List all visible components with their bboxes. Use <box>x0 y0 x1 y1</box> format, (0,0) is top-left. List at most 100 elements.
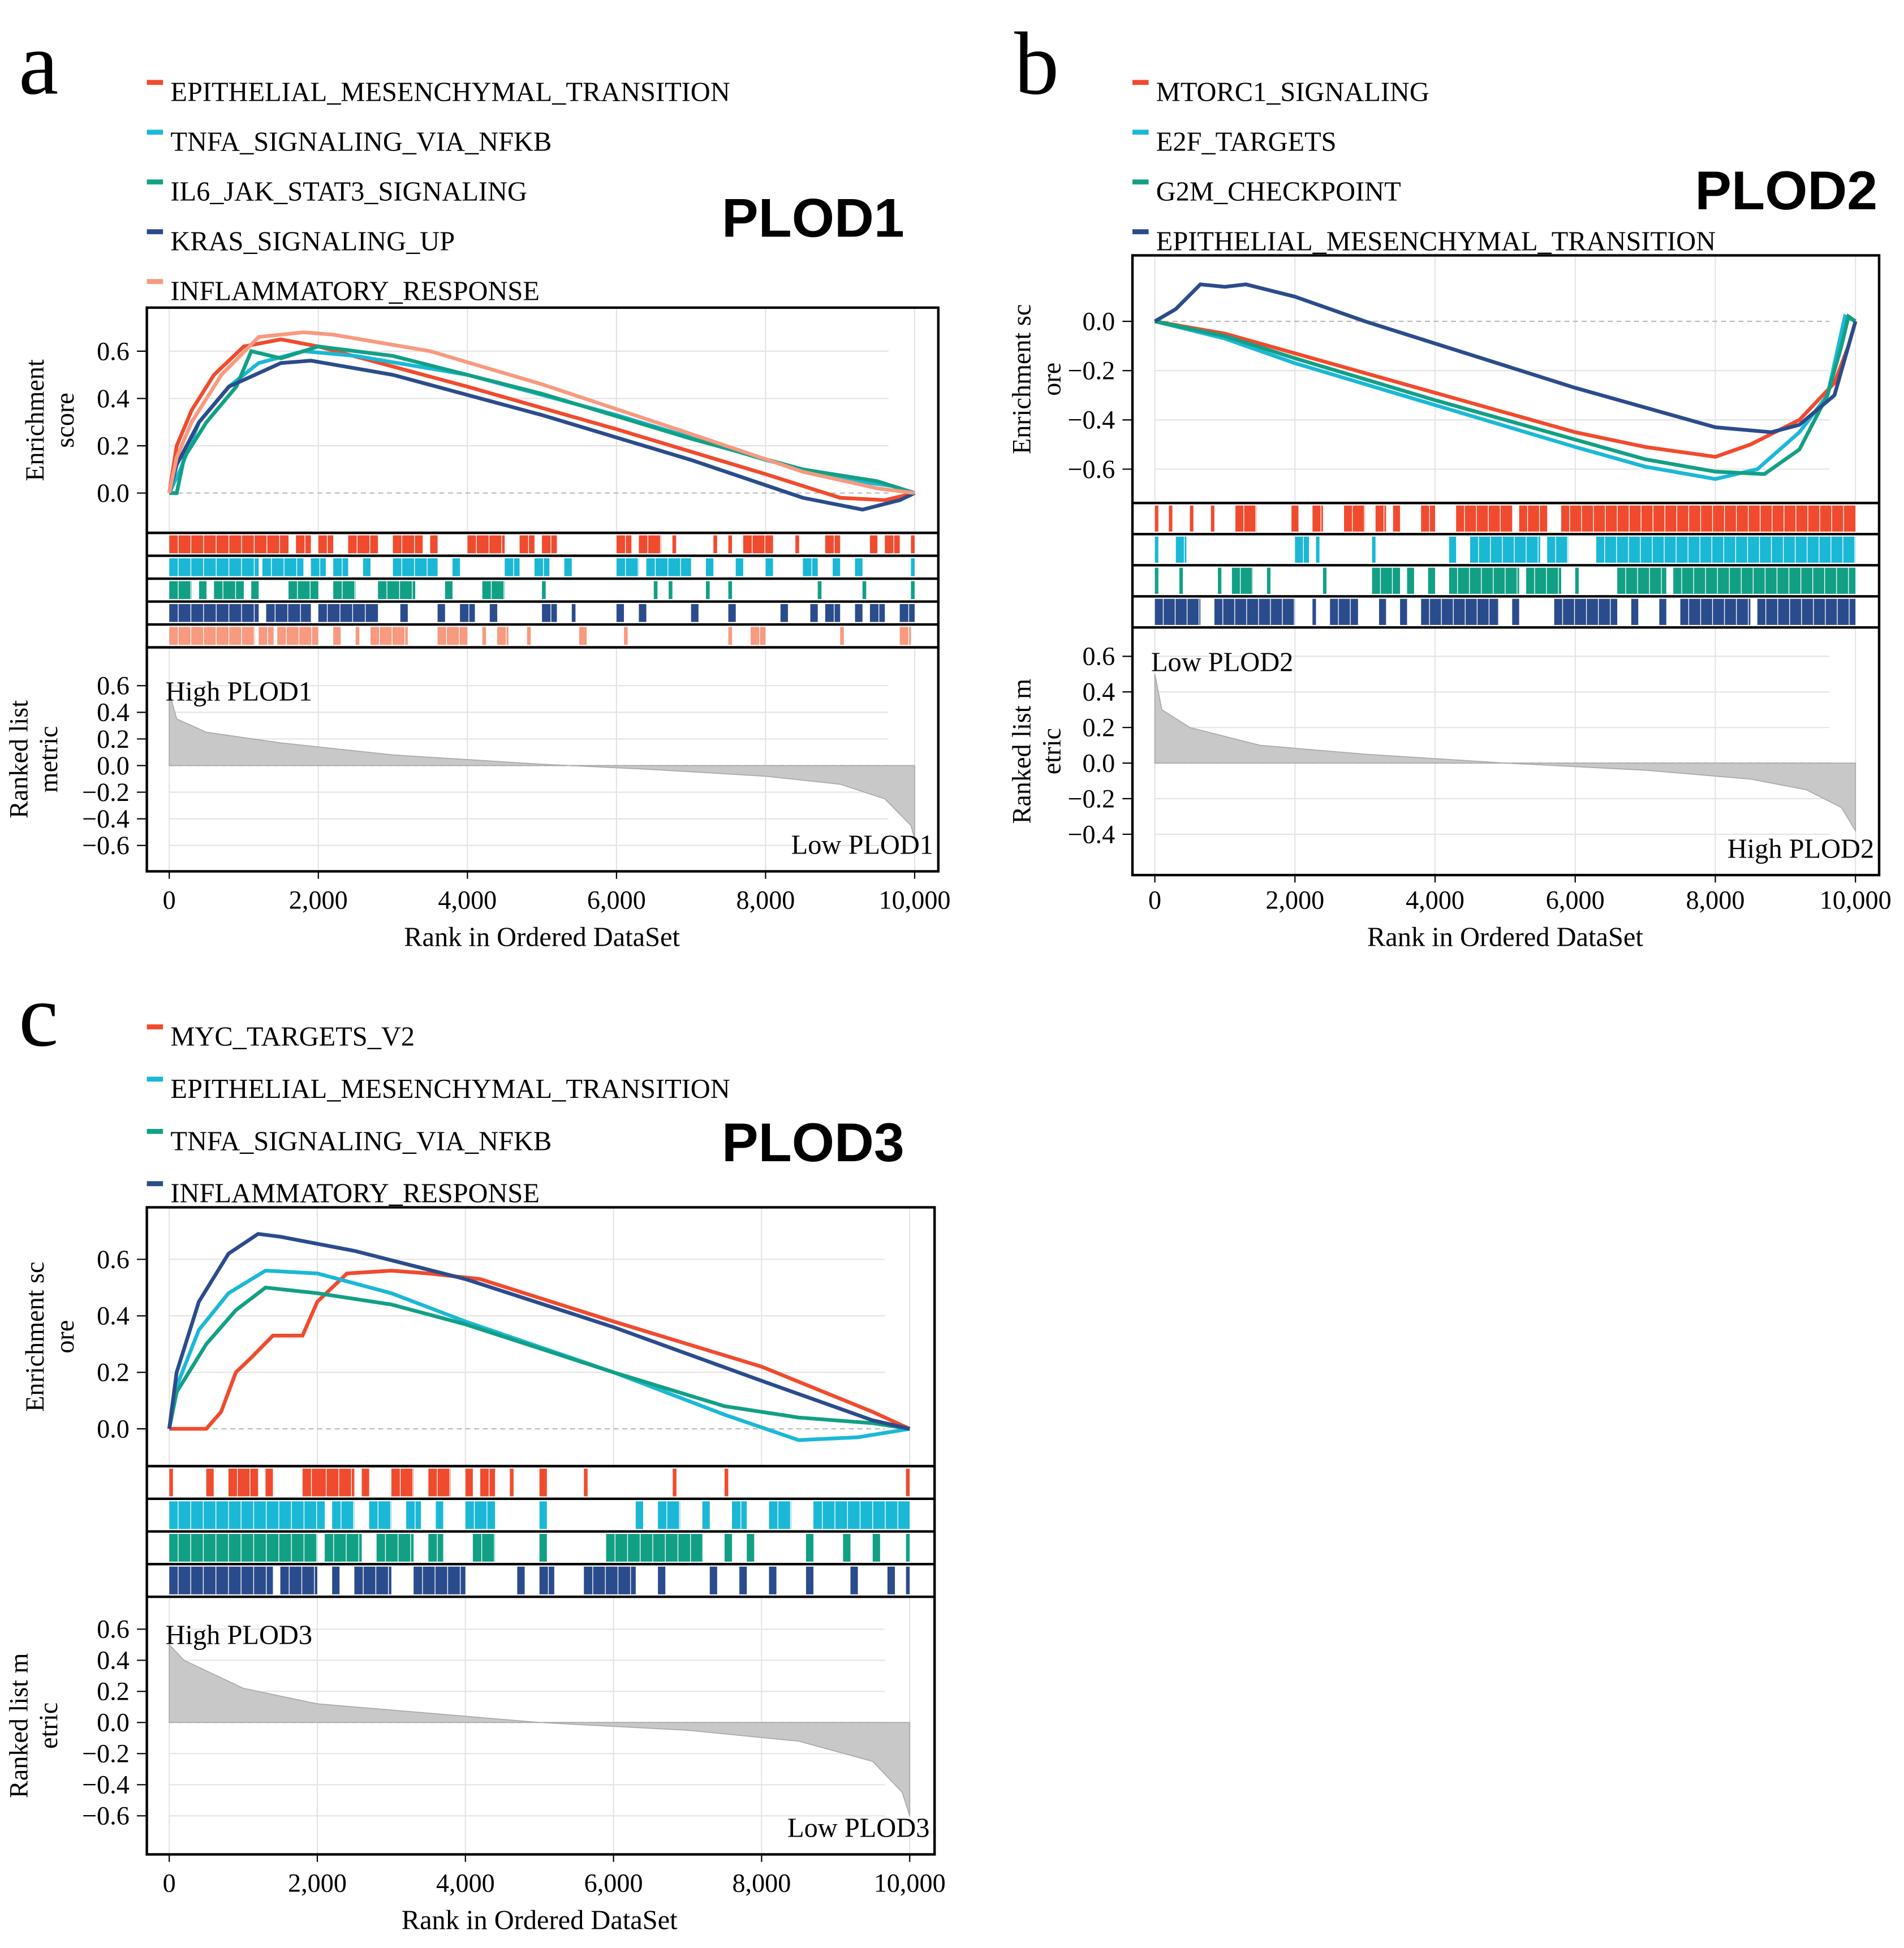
metric-top-label: High PLOD1 <box>166 677 312 707</box>
hit-mark <box>480 1468 496 1497</box>
hit-mark <box>1631 598 1639 625</box>
hit-mark <box>706 581 710 600</box>
hit-mark <box>1659 598 1666 625</box>
hit-mark <box>1512 598 1519 625</box>
panel-title: PLOD3 <box>722 1111 904 1173</box>
hit-mark <box>436 1501 443 1529</box>
hit-mark <box>1449 536 1457 563</box>
hit-mark <box>724 1534 733 1562</box>
hit-mark <box>169 1534 317 1562</box>
hit-mark <box>1312 505 1323 532</box>
ranked-metric-area <box>169 1643 911 1816</box>
hit-mark <box>437 627 468 645</box>
hit-mark <box>911 558 915 576</box>
legend-swatch <box>1132 80 1149 85</box>
x-tick-label: 8,000 <box>732 1868 791 1897</box>
es-tick-label: −0.2 <box>1067 356 1115 385</box>
hit-mark <box>169 558 259 576</box>
hit-mark <box>1407 567 1414 594</box>
hit-mark <box>332 1566 340 1594</box>
hit-mark <box>843 1534 851 1562</box>
hit-mark <box>1231 567 1253 594</box>
hit-mark <box>391 1468 414 1497</box>
hit-mark <box>318 535 334 554</box>
es-curve-cyan <box>167 1269 910 1442</box>
hit-mark <box>369 1501 391 1529</box>
hit-mark <box>1393 505 1401 532</box>
es-tick-label: −0.4 <box>1067 406 1115 434</box>
legend-swatch <box>147 1076 163 1082</box>
metric-bottom-label: High PLOD2 <box>1728 834 1874 864</box>
hit-mark <box>658 1501 680 1529</box>
hit-mark <box>713 535 717 554</box>
legend-label: TNFA_SIGNALING_VIA_NFKB <box>170 127 552 157</box>
hit-mark <box>1428 567 1436 594</box>
legend-label: MYC_TARGETS_V2 <box>170 1022 415 1051</box>
hit-mark <box>376 1534 414 1562</box>
hit-mark <box>430 535 438 554</box>
es-axis-label: Enrichment <box>20 359 49 481</box>
legend-swatch <box>147 1181 163 1187</box>
hit-mark <box>262 558 304 576</box>
hit-mark <box>855 604 863 622</box>
hit-mark <box>400 604 408 622</box>
hit-mark <box>1456 505 1513 532</box>
hit-mark <box>1379 598 1386 625</box>
hit-mark <box>539 1468 547 1497</box>
hit-mark <box>1421 505 1436 532</box>
hit-mark <box>302 1468 317 1497</box>
hit-mark <box>624 627 628 645</box>
x-tick-label: 2,000 <box>288 1868 347 1897</box>
metric-tick-label: 0.0 <box>1082 748 1115 777</box>
metric-axis-label: Ranked list m <box>4 1653 33 1798</box>
hit-mark <box>460 604 475 622</box>
hit-mark <box>885 535 900 554</box>
x-tick-label: 4,000 <box>438 885 497 914</box>
hit-mark <box>169 627 255 645</box>
hit-mark <box>228 1468 259 1497</box>
hit-mark <box>732 1501 747 1529</box>
hit-mark <box>333 581 356 600</box>
hit-mark <box>517 1566 525 1594</box>
legend-label: INFLAMMATORY_RESPONSE <box>170 277 540 307</box>
metric-axis-label: metric <box>34 726 63 793</box>
hit-mark <box>371 627 408 645</box>
metric-tick-label: 0.2 <box>1082 713 1115 742</box>
hit-mark <box>445 581 453 600</box>
hit-mark <box>467 535 505 554</box>
hit-mark <box>1214 598 1295 625</box>
hit-mark <box>1211 505 1214 532</box>
hit-mark <box>571 604 576 622</box>
hit-mark <box>899 627 911 645</box>
hit-mark <box>869 535 878 554</box>
hit-mark <box>1267 567 1270 594</box>
hit-mark <box>169 1566 273 1594</box>
panel-letter: a <box>19 15 58 114</box>
hit-mark <box>769 1501 791 1529</box>
metric-tick-label: 0.0 <box>97 1708 130 1737</box>
hit-mark <box>489 604 498 622</box>
legend-label: EPITHELIAL_MESENCHYMAL_TRANSITION <box>170 1074 730 1104</box>
hit-mark <box>795 535 799 554</box>
es-tick-label: 0.4 <box>97 384 130 413</box>
hit-mark <box>706 558 714 576</box>
es-axis-label: ore <box>1037 363 1066 396</box>
hit-mark <box>497 627 509 645</box>
x-tick-label: 8,000 <box>1686 885 1745 914</box>
hit-mark <box>1561 505 1856 532</box>
es-curve-navy <box>1153 282 1858 434</box>
metric-axis-label: etric <box>34 1703 63 1749</box>
x-tick-label: 6,000 <box>584 1868 643 1897</box>
legend-label: EPITHELIAL_MESENCHYMAL_TRANSITION <box>1156 227 1716 257</box>
hit-mark <box>465 1468 473 1497</box>
hit-mark <box>1449 567 1519 594</box>
hit-mark <box>906 1468 910 1497</box>
hit-mark <box>311 558 326 576</box>
hit-mark <box>584 1566 636 1594</box>
legend-swatch <box>147 229 163 235</box>
metric-tick-label: −0.2 <box>82 1739 130 1768</box>
hit-mark <box>1526 567 1561 594</box>
es-tick-label: 0.0 <box>1082 307 1115 336</box>
hit-mark <box>265 1468 273 1497</box>
hit-mark <box>840 627 844 645</box>
